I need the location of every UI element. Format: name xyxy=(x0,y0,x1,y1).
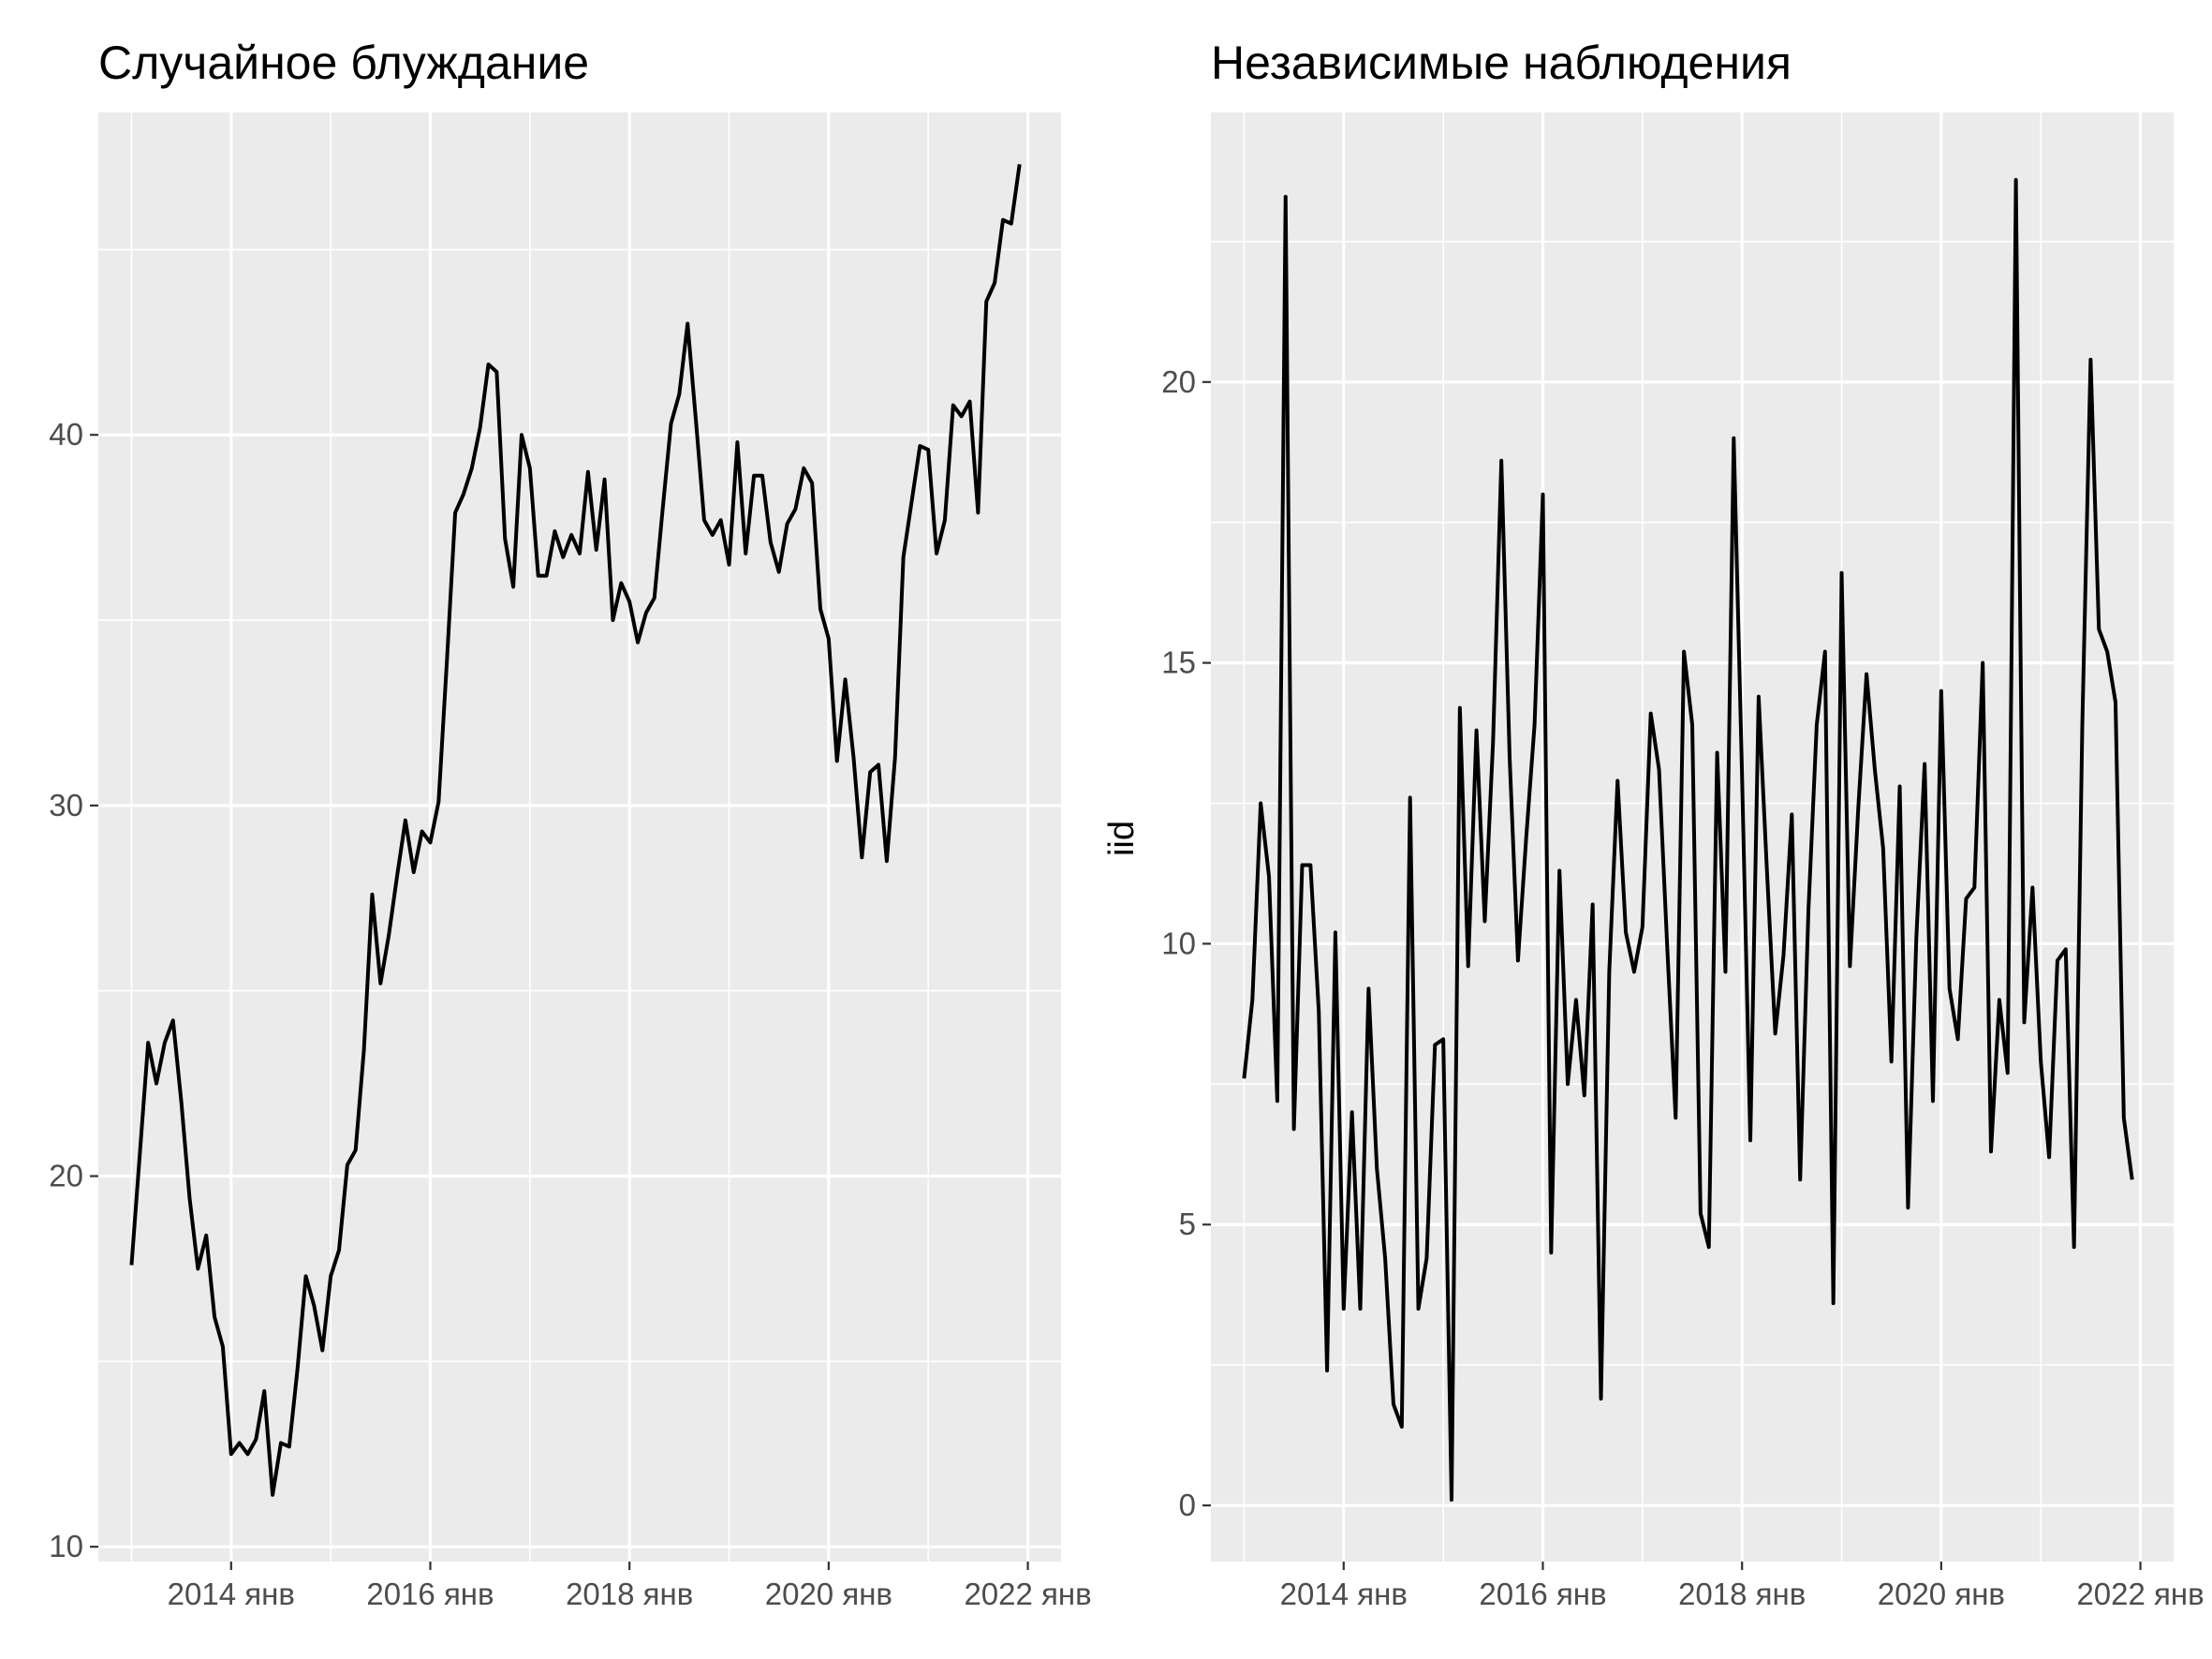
iid-y-tick-label: 20 xyxy=(1161,364,1196,399)
iid-y-tick-label: 10 xyxy=(1161,926,1196,960)
iid-axes: 0 5 10 15 20 2014 янв 2016 янв 2018 янв 2020 янв… xyxy=(1161,364,2204,1611)
random-walk-x-tick-label: 2016 янв xyxy=(366,1577,494,1611)
iid-x-tick-label: 2018 янв xyxy=(1678,1577,1806,1611)
random-walk-title: Случайное блуждание xyxy=(98,37,589,89)
iid-x-tick-label: 2014 янв xyxy=(1280,1577,1408,1611)
random-walk-y-tick-label: 10 xyxy=(49,1529,83,1563)
iid-x-tick-label: 2016 янв xyxy=(1479,1577,1606,1611)
random-walk-x-tick-label: 2014 янв xyxy=(168,1577,295,1611)
random-walk-x-tick-label: 2022 янв xyxy=(964,1577,1091,1611)
iid-title: Независимые наблюдения xyxy=(1211,37,1792,89)
iid-y-axis-label: iid xyxy=(1102,821,1142,856)
iid-y-tick-label: 15 xyxy=(1161,645,1196,680)
iid-y-tick-label: 5 xyxy=(1179,1207,1196,1241)
iid-series-line xyxy=(1242,177,2134,1503)
iid-plot-background xyxy=(1211,112,2174,1562)
random-walk-y-tick-label: 30 xyxy=(49,788,83,822)
iid-y-tick-label: 0 xyxy=(1179,1488,1196,1522)
random-walk-y-tick-label: 20 xyxy=(49,1159,83,1193)
iid-x-tick-label: 2020 янв xyxy=(1878,1577,2005,1611)
random-walk-gridlines xyxy=(98,112,1061,1562)
iid-series xyxy=(1242,177,2134,1503)
random-walk-axes: 10 20 30 40 2014 янв 2016 янв 2018 янв 2020 янв… xyxy=(49,417,1091,1611)
random-walk-series xyxy=(129,164,1022,1497)
random-walk-y-tick-label: 40 xyxy=(49,417,83,452)
random-walk-plot-background xyxy=(98,112,1061,1562)
iid-panel: Независимые наблюдения iid 0 5 10 15 20 2014 … xyxy=(1102,37,2205,1611)
random-walk-series-line xyxy=(129,164,1022,1497)
random-walk-panel: Случайное блуждание 10 20 30 40 2014 янв 2016… xyxy=(49,37,1091,1611)
random-walk-x-tick-label: 2020 янв xyxy=(765,1577,892,1611)
random-walk-x-tick-label: 2018 янв xyxy=(566,1577,693,1611)
iid-x-tick-label: 2022 янв xyxy=(2076,1577,2204,1611)
